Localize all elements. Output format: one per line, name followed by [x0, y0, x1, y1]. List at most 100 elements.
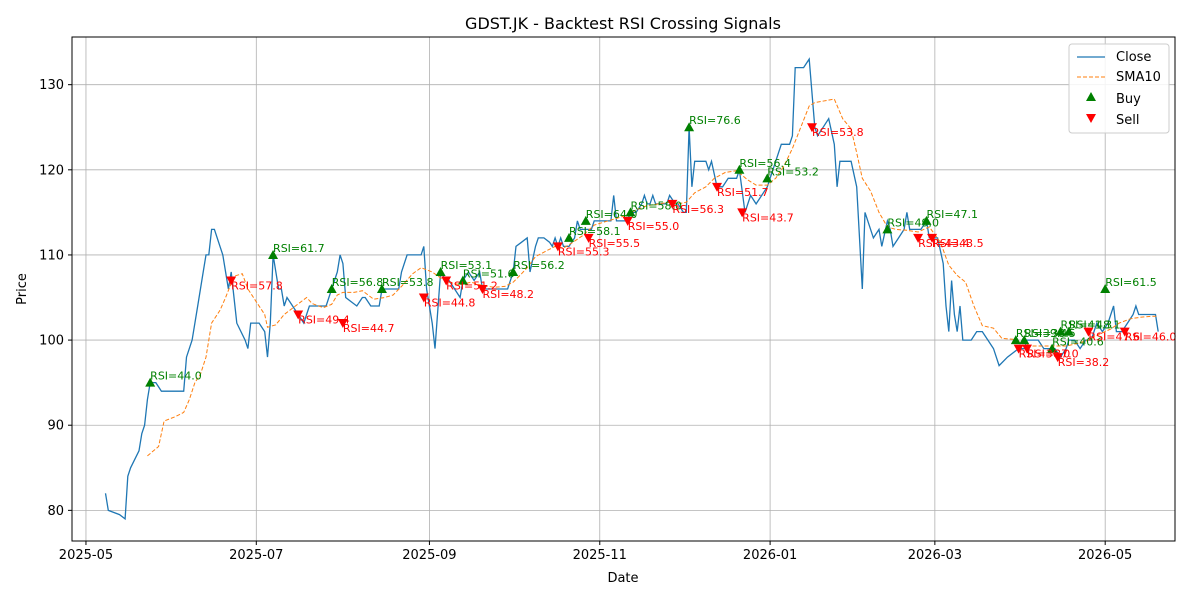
- buy-marker: [882, 224, 893, 234]
- sell-marker: [737, 208, 748, 218]
- sell-rsi-label: RSI=46.0: [1125, 331, 1177, 344]
- buy-marker: [580, 215, 591, 225]
- y-tick-label: 130: [39, 78, 64, 93]
- y-tick-label: 90: [47, 419, 64, 434]
- buy-marker: [921, 215, 932, 225]
- sell-rsi-label: RSI=47.6: [1088, 331, 1140, 344]
- legend-buy-marker: [1086, 92, 1096, 101]
- sell-marker: [1013, 344, 1024, 354]
- buy-marker: [1010, 335, 1021, 345]
- x-tick-label: 2025-07: [229, 548, 283, 563]
- sell-marker: [1022, 344, 1033, 354]
- sell-marker: [1119, 327, 1130, 337]
- buy-marker: [376, 284, 387, 293]
- x-tick-label: 2026-05: [1078, 548, 1132, 563]
- buy-rsi-label: RSI=48.1: [1069, 319, 1121, 332]
- y-axis-label: Price: [15, 273, 30, 305]
- legend: Close SMA10 Buy Sell: [1068, 43, 1170, 134]
- sell-marker: [712, 182, 723, 192]
- y-tick-label: 100: [39, 334, 64, 349]
- sell-marker: [441, 276, 452, 286]
- sell-marker: [418, 293, 429, 303]
- sell-rsi-label: RSI=56.3: [672, 203, 724, 216]
- buy-rsi-label: RSI=56.4: [739, 157, 791, 170]
- grid-lines: [72, 37, 1175, 541]
- x-tick-label: 2025-05: [59, 548, 113, 563]
- buy-marker: [457, 275, 468, 285]
- buy-rsi-label: RSI=39.4: [1016, 327, 1068, 340]
- buy-rsi-label: RSI=41.3: [1061, 319, 1113, 332]
- sell-rsi-label: RSI=53.8: [812, 126, 864, 139]
- buy-rsi-label: RSI=61.5: [1105, 276, 1157, 289]
- buy-rsi-label: RSI=47.1: [926, 208, 978, 221]
- buy-marker: [564, 232, 575, 242]
- sell-rsi-label: RSI=44.7: [343, 322, 395, 335]
- sell-marker: [622, 216, 633, 226]
- buy-rsi-label: RSI=56.2: [513, 259, 565, 272]
- chart-title: GDST.JK - Backtest RSI Crossing Signals: [465, 14, 781, 33]
- sell-rsi-label: RSI=38.2: [1058, 356, 1110, 369]
- buy-rsi-label: RSI=38.5: [1024, 327, 1076, 340]
- buy-marker: [1100, 284, 1111, 293]
- sell-marker: [913, 233, 924, 243]
- buy-marker: [268, 249, 279, 259]
- buy-marker: [145, 377, 156, 387]
- sell-marker: [1083, 327, 1094, 337]
- buy-rsi-label: RSI=76.6: [689, 114, 741, 127]
- sell-rsi-label: RSI=37.0: [1027, 348, 1079, 361]
- sell-marker: [806, 123, 817, 133]
- sell-marker: [552, 242, 563, 252]
- sell-rsi-label: RSI=48.2: [482, 288, 534, 301]
- sell-rsi-label: RSI=51.7: [717, 186, 769, 199]
- buy-rsi-label: RSI=44.0: [150, 370, 202, 383]
- x-tick-label: 2025-09: [402, 548, 456, 563]
- y-tick-label: 120: [39, 163, 64, 178]
- sell-rsi-label: RSI=55.3: [558, 245, 610, 258]
- buy-marker: [625, 207, 636, 217]
- legend-sell-marker: [1086, 114, 1096, 123]
- plot-area: RSI=44.0RSI=61.7RSI=56.8RSI=53.8RSI=53.1…: [104, 57, 1177, 521]
- sell-marker: [583, 233, 594, 243]
- sell-rsi-label: RSI=57.8: [231, 279, 283, 292]
- sell-rsi-label: RSI=49.4: [298, 314, 350, 327]
- buy-marker: [1047, 343, 1058, 353]
- sell-marker: [667, 199, 678, 209]
- sell-rsi-label: RSI=55.0: [628, 220, 680, 233]
- buy-marker: [684, 122, 695, 132]
- sma10-line: [147, 98, 1159, 457]
- legend-sell-label: Sell: [1116, 113, 1139, 128]
- buy-marker: [1055, 326, 1066, 336]
- sell-rsi-label: RSI=43.5: [932, 237, 984, 250]
- x-axis-label: Date: [607, 571, 638, 586]
- buy-rsi-label: RSI=58.1: [569, 225, 621, 238]
- buy-rsi-label: RSI=53.8: [382, 276, 434, 289]
- buy-rsi-label: RSI=61.7: [273, 242, 325, 255]
- buy-rsi-label: RSI=40.6: [1052, 336, 1104, 349]
- sell-marker: [293, 310, 304, 320]
- sell-marker: [927, 233, 938, 243]
- legend-close-label: Close: [1116, 50, 1151, 65]
- sell-marker: [1052, 353, 1063, 363]
- buy-rsi-label: RSI=53.2: [767, 165, 819, 178]
- buy-marker: [734, 164, 745, 174]
- y-tick-label: 80: [47, 504, 64, 519]
- legend-buy-label: Buy: [1116, 92, 1141, 107]
- buy-marker: [1019, 335, 1030, 345]
- sell-marker: [337, 319, 348, 329]
- buy-marker: [762, 173, 773, 183]
- legend-sma-label: SMA10: [1116, 70, 1161, 85]
- x-tick-label: 2025-11: [573, 548, 627, 563]
- axis-ticks: 2025-05 2025-07 2025-09 2025-11 2026-01 2026-…: [39, 78, 1132, 563]
- y-tick-label: 110: [39, 248, 64, 263]
- x-tick-label: 2026-03: [908, 548, 962, 563]
- buy-rsi-label: RSI=56.8: [332, 276, 384, 289]
- buy-marker: [508, 266, 519, 276]
- buy-rsi-label: RSI=51.6: [463, 267, 515, 280]
- sell-marker: [226, 276, 237, 286]
- sell-rsi-label: RSI=55.5: [589, 237, 641, 250]
- buy-marker: [1063, 326, 1074, 336]
- close-price-line: [104, 57, 1159, 521]
- sell-marker: [477, 285, 488, 294]
- buy-marker: [435, 266, 446, 276]
